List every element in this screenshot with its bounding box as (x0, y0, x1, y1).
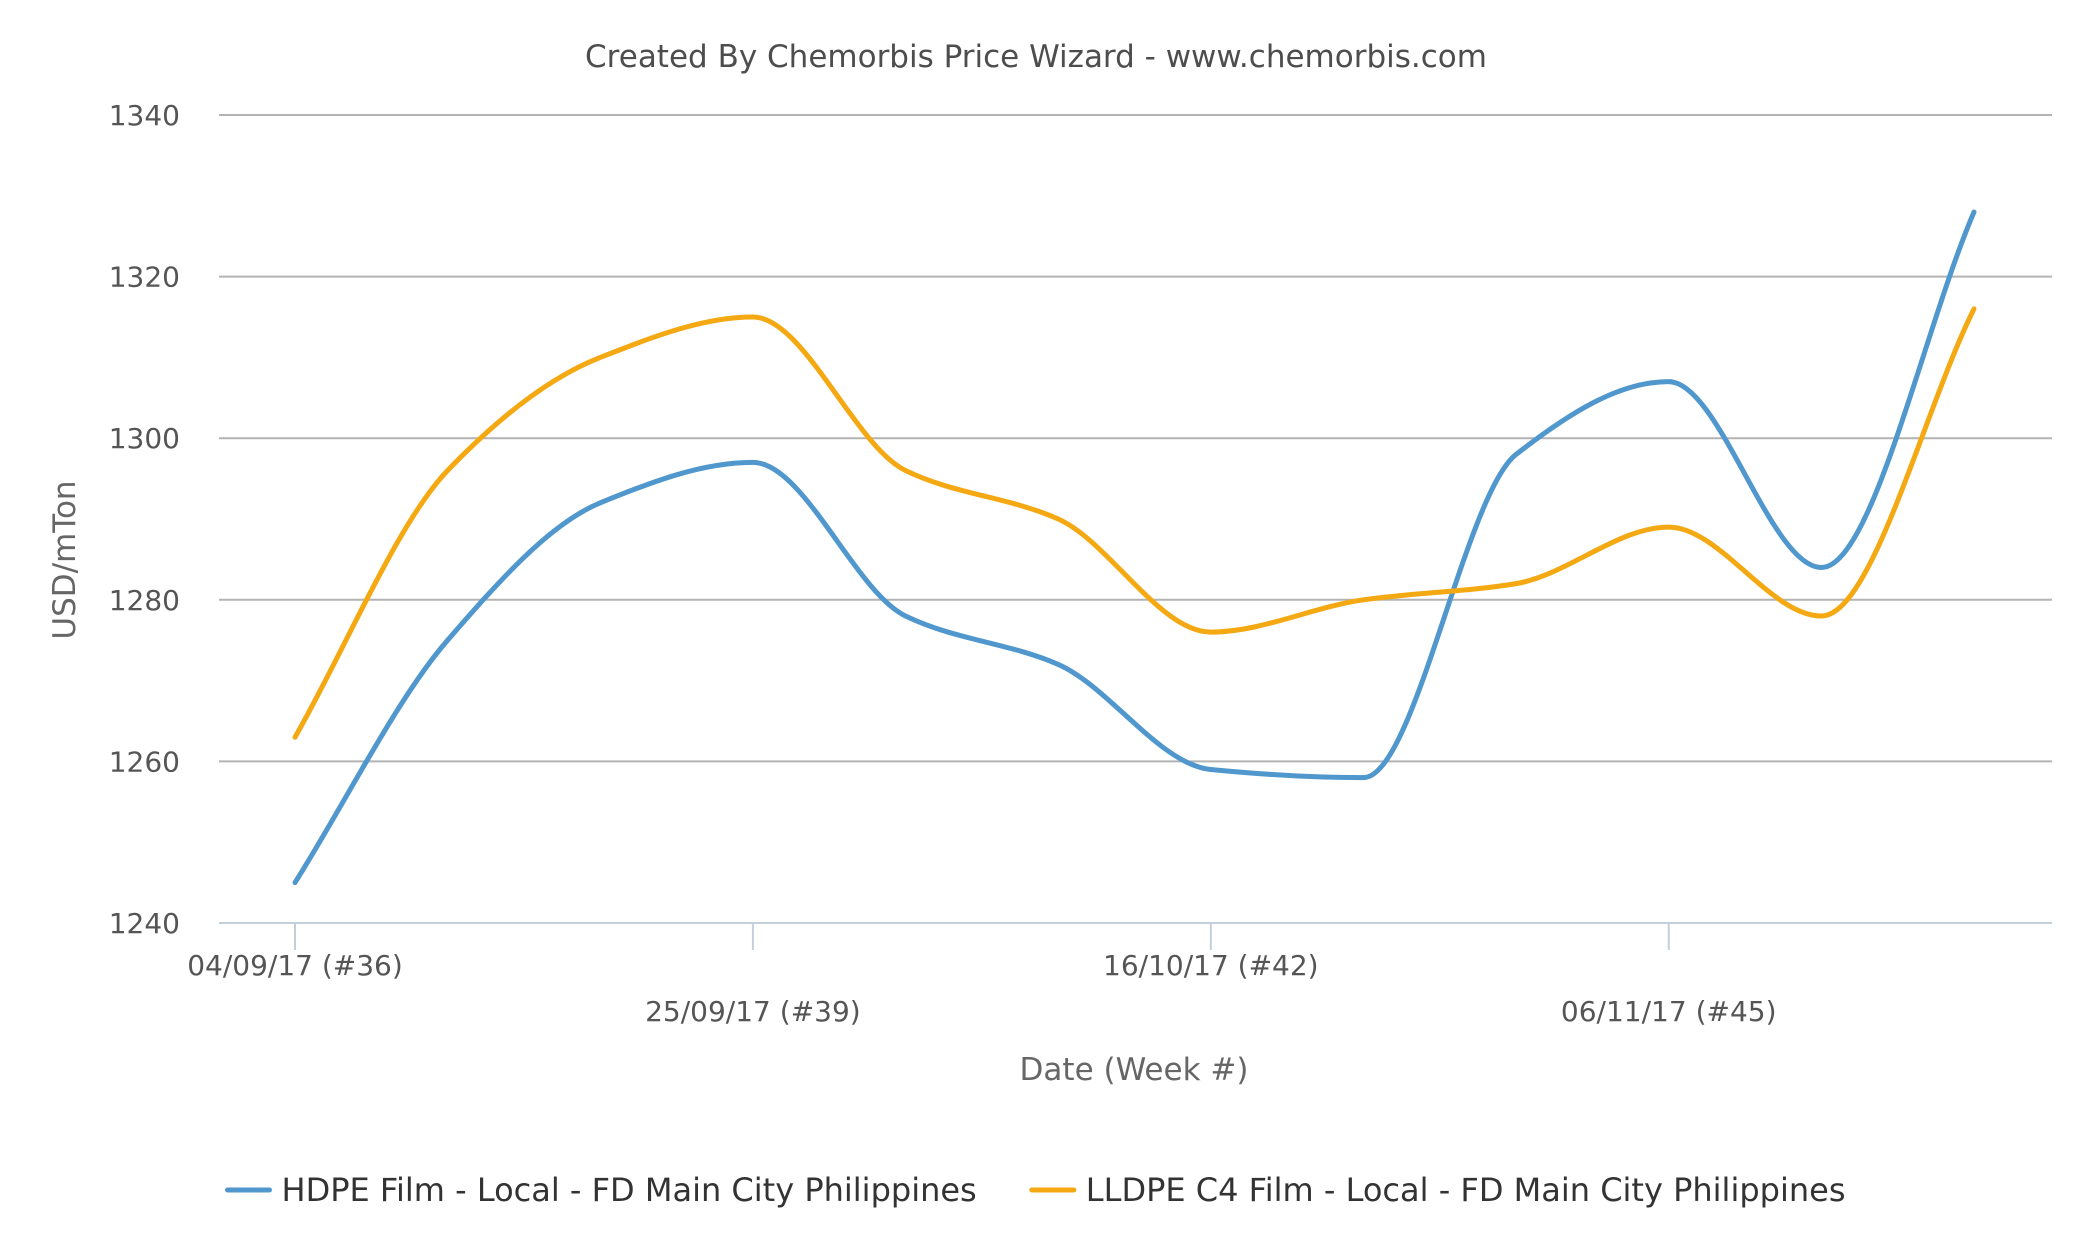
x-tick-label: 16/10/17 (#42) (1103, 949, 1319, 982)
y-tick-label: 1260 (109, 745, 180, 778)
y-tick-label: 1340 (109, 99, 180, 132)
y-tick-label: 1280 (109, 584, 180, 617)
y-axis-title: USD/mTon (47, 480, 83, 639)
y-tick-label: 1240 (109, 907, 180, 940)
x-tick-label: 04/09/17 (#36) (187, 949, 403, 982)
gridlines (219, 114, 2052, 763)
legend-item-2[interactable]: LLDPE C4 Film - Local - FD Main City Phi… (1029, 1171, 1846, 1209)
y-axis-tick-labels: 1240 1260 1280 1300 1320 1340 (109, 99, 180, 940)
x-axis-title: Date (Week #) (1020, 1052, 1249, 1088)
series-line-2 (292, 306, 1977, 740)
series-lines (292, 209, 1977, 886)
series-line-1 (292, 209, 1977, 886)
x-tick-label: 25/09/17 (#39) (645, 995, 861, 1028)
legend-item-1[interactable]: HDPE Film - Local - FD Main City Philipp… (225, 1171, 977, 1209)
y-tick-label: 1320 (109, 261, 180, 294)
y-tick-label: 1300 (109, 422, 180, 455)
legend: HDPE Film - Local - FD Main City Philipp… (225, 1171, 1846, 1209)
legend-label: LLDPE C4 Film - Local - FD Main City Phi… (1086, 1171, 1846, 1209)
chart-title: Created By Chemorbis Price Wizard - www.… (585, 39, 1487, 75)
x-tick-label: 06/11/17 (#45) (1561, 995, 1777, 1028)
legend-label: HDPE Film - Local - FD Main City Philipp… (282, 1171, 977, 1209)
x-axis: 04/09/17 (#36) 25/09/17 (#39) 16/10/17 (#4… (187, 922, 2052, 1028)
